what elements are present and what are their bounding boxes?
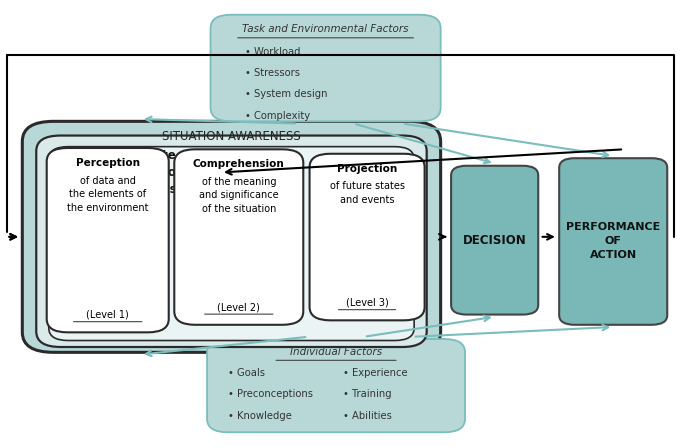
- Text: PERFORMANCE
OF
ACTION: PERFORMANCE OF ACTION: [566, 223, 660, 261]
- Text: of the meaning
and significance
of the situation: of the meaning and significance of the s…: [199, 177, 279, 214]
- Text: • Workload: • Workload: [246, 46, 301, 57]
- FancyBboxPatch shape: [22, 121, 440, 352]
- Text: • Complexity: • Complexity: [246, 111, 311, 121]
- FancyBboxPatch shape: [451, 166, 538, 315]
- Text: Projection: Projection: [337, 164, 397, 173]
- Text: Comprehension: Comprehension: [193, 159, 285, 169]
- Text: (Level 3): (Level 3): [346, 298, 389, 308]
- Text: SITUATION AWARENESS: SITUATION AWARENESS: [162, 130, 301, 143]
- FancyBboxPatch shape: [47, 148, 169, 332]
- Text: • Abilities: • Abilities: [343, 410, 392, 421]
- Text: State of the
environment/
system: State of the environment/ system: [135, 149, 223, 196]
- FancyBboxPatch shape: [211, 15, 440, 121]
- Text: • Preconceptions: • Preconceptions: [228, 389, 313, 399]
- Text: Individual Factors: Individual Factors: [290, 347, 382, 357]
- Text: • Knowledge: • Knowledge: [228, 410, 292, 421]
- Text: (Level 2): (Level 2): [218, 302, 260, 312]
- FancyBboxPatch shape: [309, 154, 425, 320]
- Text: of future states
and events: of future states and events: [330, 181, 405, 205]
- Text: • Training: • Training: [343, 389, 392, 399]
- FancyBboxPatch shape: [207, 339, 465, 432]
- Text: Task and Environmental Factors: Task and Environmental Factors: [242, 25, 409, 34]
- Text: • Experience: • Experience: [343, 368, 407, 378]
- Text: (Level 1): (Level 1): [86, 310, 129, 320]
- FancyBboxPatch shape: [174, 149, 303, 325]
- FancyBboxPatch shape: [36, 135, 427, 347]
- FancyBboxPatch shape: [559, 158, 667, 325]
- Text: • System design: • System design: [246, 89, 328, 99]
- Text: DECISION: DECISION: [463, 234, 526, 247]
- Text: of data and
the elements of
the environment: of data and the elements of the environm…: [67, 176, 148, 213]
- Text: • Goals: • Goals: [228, 368, 265, 378]
- FancyBboxPatch shape: [49, 147, 414, 341]
- Text: Perception: Perception: [76, 158, 140, 168]
- Text: • Stressors: • Stressors: [246, 68, 300, 78]
